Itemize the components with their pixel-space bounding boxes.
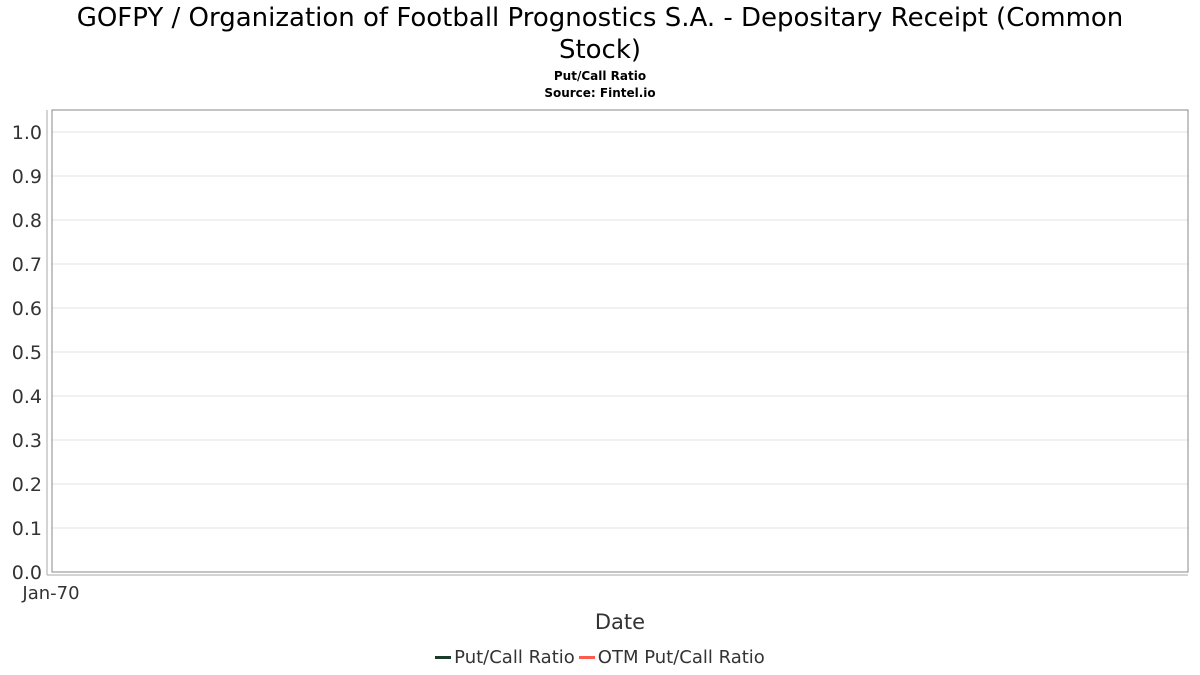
y-tick-label: 0.4 — [12, 386, 42, 408]
chart-title: GOFPY / Organization of Football Prognos… — [0, 2, 1200, 66]
y-tick-label: 0.8 — [12, 210, 42, 232]
legend-label-put-call: Put/Call Ratio — [454, 647, 575, 668]
y-tick-label: 0.1 — [12, 518, 42, 540]
y-tick-label: 0.9 — [12, 166, 42, 188]
legend-swatch-otm-put-call — [578, 656, 595, 659]
y-tick-label: 0.3 — [12, 430, 42, 452]
legend-swatch-put-call — [435, 656, 452, 659]
x-tick-label: Jan-70 — [21, 583, 79, 604]
chart-title-line-2: Stock) — [558, 35, 642, 65]
y-tick-label: 0.7 — [12, 254, 42, 276]
y-tick-label: 0.0 — [12, 562, 42, 584]
legend-item-put-call[interactable]: Put/Call Ratio — [435, 647, 575, 668]
y-tick-label: 0.6 — [12, 298, 42, 320]
chart-subtitle: Put/Call Ratio — [553, 69, 647, 83]
x-tick-labels: Jan-70 — [21, 583, 79, 604]
chart-source: Source: Fintel.io — [544, 86, 656, 100]
chart-title-line-1: GOFPY / Organization of Football Prognos… — [76, 3, 1124, 33]
legend-label-otm-put-call: OTM Put/Call Ratio — [597, 647, 765, 668]
y-tick-label: 0.2 — [12, 474, 42, 496]
x-axis-label: Date — [595, 610, 645, 634]
chart-legend: Put/Call Ratio OTM Put/Call Ratio — [0, 647, 1200, 668]
grid-lines — [52, 131, 1188, 573]
y-tick-label: 1.0 — [12, 122, 42, 144]
y-tick-label: 0.5 — [12, 342, 42, 364]
legend-item-otm-put-call[interactable]: OTM Put/Call Ratio — [578, 647, 765, 668]
plot-area — [51, 109, 1189, 573]
y-tick-labels: 0.0 0.1 0.2 0.3 0.4 0.5 0.6 0.7 0.8 0.9 1.0 — [12, 122, 42, 584]
